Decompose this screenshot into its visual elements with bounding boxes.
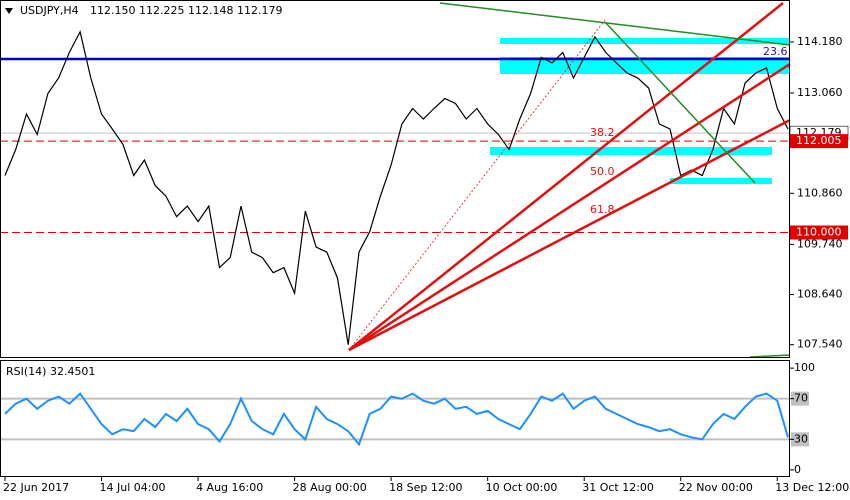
series-line <box>4 30 789 345</box>
x-tick-label: 18 Sep 12:00 <box>389 481 462 494</box>
fib-label: 23.6 <box>763 45 788 58</box>
trend-line <box>439 2 791 46</box>
x-tick-label: 14 Jul 04:00 <box>100 481 166 494</box>
x-tick-label: 28 Aug 00:00 <box>293 481 367 494</box>
fib-zone <box>500 38 790 44</box>
x-tick-label: 13 Dec 12:00 <box>775 481 849 494</box>
rsi-title: RSI(14) 32.4501 <box>6 365 95 378</box>
fan-line <box>348 62 791 352</box>
y-tick-label: 110.860 <box>797 186 843 199</box>
fan-base <box>348 19 606 351</box>
fib-label: 61.8 <box>590 203 615 216</box>
y-tick-label: 70 <box>794 392 808 405</box>
price-label: 110.000 <box>796 226 842 239</box>
y-tick-label: 30 <box>794 432 808 445</box>
price-label-box <box>790 225 848 240</box>
y-tick-label: 109.740 <box>797 237 843 250</box>
x-tick-label: 31 Oct 12:00 <box>582 481 654 494</box>
fan-lines <box>348 2 791 352</box>
y-tick-label: 0 <box>794 463 801 476</box>
fan-line <box>348 118 791 352</box>
collapse-icon[interactable] <box>5 8 13 14</box>
fib-zone <box>490 147 772 155</box>
x-tick-label: 22 Jun 2017 <box>3 481 69 494</box>
y-tick-label: 100 <box>794 361 815 374</box>
y-tick-label: 107.540 <box>797 338 843 351</box>
main-panel <box>0 0 790 358</box>
symbol: USDJPY,H4 <box>20 4 79 17</box>
trend-line <box>604 21 756 184</box>
y-tick-label: 113.060 <box>797 86 843 99</box>
level-label-box <box>791 391 809 406</box>
x-tick-label: 4 Aug 16:00 <box>196 481 263 494</box>
trend-lines <box>439 2 791 358</box>
price-label: 112.005 <box>796 134 842 147</box>
price-label-box <box>790 134 848 149</box>
fib-label: 38.2 <box>590 126 615 139</box>
rsi-panel <box>0 360 790 477</box>
fib-zone <box>670 178 772 184</box>
fib-label: 50.0 <box>590 165 615 178</box>
x-tick-label: 10 Oct 00:00 <box>486 481 558 494</box>
level-label-box <box>791 432 809 447</box>
ohlc: 112.150 112.225 112.148 112.179 <box>90 4 282 17</box>
trend-line <box>749 354 791 358</box>
fan-line <box>348 2 784 351</box>
x-tick-label: 22 Nov 00:00 <box>679 481 753 494</box>
y-tick-label: 108.640 <box>797 288 843 301</box>
series-line <box>4 392 789 447</box>
y-tick-label: 114.180 <box>797 35 843 48</box>
